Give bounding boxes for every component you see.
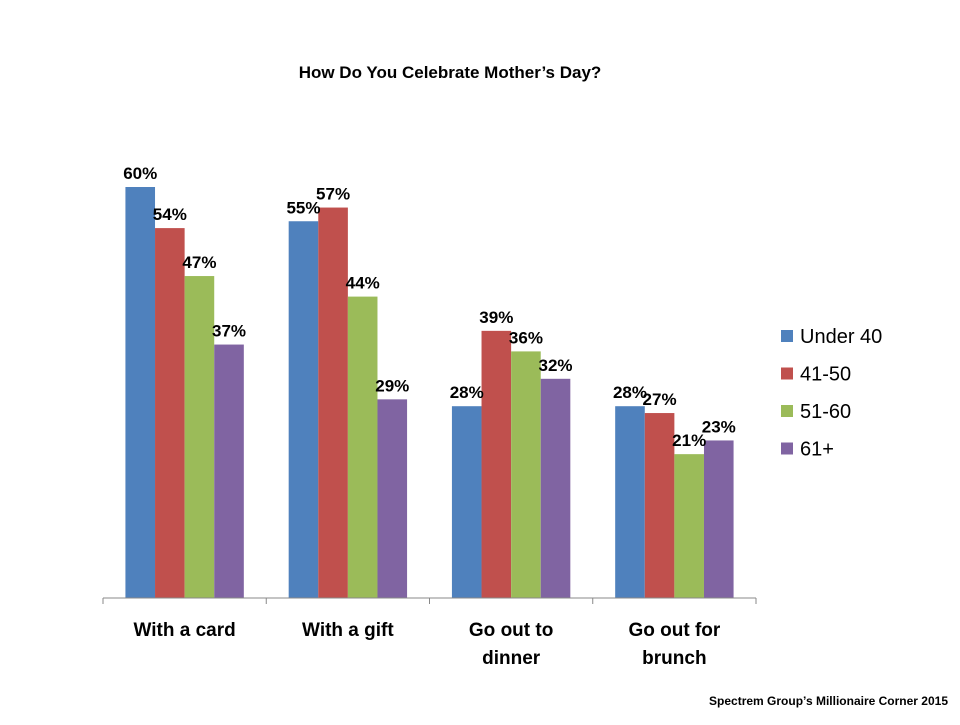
data-label: 36% — [509, 328, 543, 347]
bar — [347, 296, 378, 598]
legend-label: 41-50 — [800, 364, 851, 386]
x-axis-ticks — [102, 598, 757, 604]
category-labels: With a card With a gift Go out to dinner Go … — [134, 620, 721, 669]
bar — [615, 406, 645, 598]
bar — [288, 221, 319, 598]
data-label: 55% — [286, 198, 320, 217]
bar — [377, 399, 408, 598]
source-note: Spectrem Group’s Millionaire Corner 2015 — [709, 694, 948, 708]
category-label: Go out to dinner — [469, 620, 553, 669]
category-label: With a gift — [302, 620, 394, 641]
data-label: 44% — [346, 274, 380, 293]
chart-title: How Do You Celebrate Mother’s Day? — [299, 63, 602, 82]
category-label: With a card — [134, 620, 236, 641]
data-label: 39% — [479, 308, 513, 327]
data-label: 47% — [182, 253, 216, 272]
bars-layer — [125, 187, 734, 599]
bar — [511, 351, 541, 598]
data-label: 27% — [643, 390, 677, 409]
legend-swatch — [781, 330, 793, 342]
legend: Under 40 41-50 51-60 61+ — [781, 326, 882, 461]
category-label: Go out for brunch — [628, 620, 720, 669]
bar — [540, 378, 571, 598]
data-labels-layer: 60%54%47%37%55%57%44%29% 28%39%36%32%28%2… — [123, 164, 736, 450]
bar — [155, 228, 185, 598]
bar — [703, 440, 734, 598]
data-label: 37% — [212, 322, 246, 341]
legend-swatch — [781, 405, 793, 417]
bar — [125, 187, 156, 598]
data-label: 60% — [123, 164, 157, 183]
bar — [214, 344, 244, 598]
data-label: 28% — [450, 383, 484, 402]
data-label: 54% — [153, 205, 187, 224]
legend-label: 61+ — [800, 439, 834, 461]
data-label: 57% — [316, 185, 350, 204]
legend-swatch — [781, 367, 793, 380]
bar — [184, 276, 215, 598]
data-label: 32% — [539, 356, 573, 375]
data-label: 28% — [613, 383, 647, 402]
legend-label: Under 40 — [800, 326, 882, 348]
legend-swatch — [781, 442, 793, 455]
bar — [674, 454, 704, 598]
data-label: 29% — [375, 376, 409, 395]
data-label: 23% — [702, 417, 736, 436]
bar — [318, 207, 348, 599]
bar — [644, 413, 675, 598]
bar — [451, 406, 482, 598]
bar — [481, 330, 512, 598]
data-label: 21% — [672, 431, 706, 450]
legend-label: 51-60 — [800, 401, 851, 423]
